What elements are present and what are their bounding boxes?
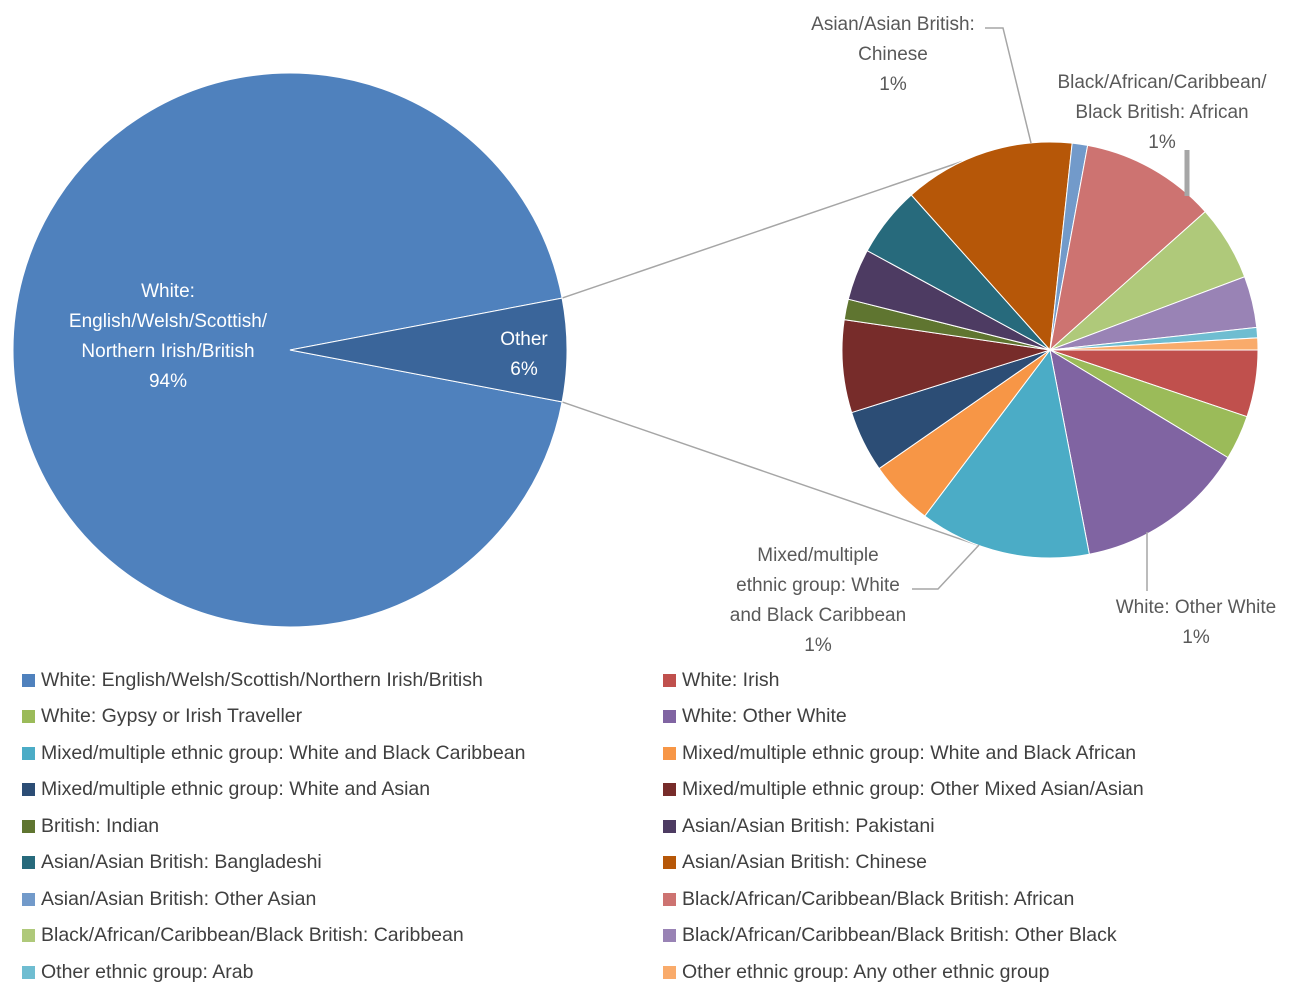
legend-swatch [22,929,35,943]
leader-line-mixed-multiple-ethnic-group-white-and-black-caribbean [912,544,980,590]
legend-item: White: Other White [663,699,1304,736]
legend-item: Asian/Asian British: Other Asian [22,881,663,918]
legend-label: Black/African/Caribbean/Black British: O… [682,924,1117,947]
legend-label: Mixed/multiple ethnic group: White and A… [41,778,431,801]
legend-swatch [22,746,35,760]
legend-swatch [663,856,676,870]
pie-slice-other [289,297,568,403]
legend-label: Mixed/multiple ethnic group: Other Mixed… [682,778,1144,801]
legend-label: Black/African/Caribbean/Black British: C… [41,924,464,947]
legend-item: White: Gypsy or Irish Traveller [22,699,663,736]
legend-item: British: Indian [22,808,663,845]
legend-label: Asian/Asian British: Pakistani [682,814,935,837]
legend-label: Mixed/multiple ethnic group: White and B… [41,741,526,764]
main-pie [12,72,568,628]
pie-slice-other-ethnic-group-any-other-ethnic-group [1049,337,1259,351]
pie-slice-black-african-caribbean-black-british-african [1049,144,1206,352]
legend-swatch [663,673,676,687]
legend-item: Mixed/multiple ethnic group: White and B… [663,735,1304,772]
legend-swatch [663,746,676,760]
legend-label: Asian/Asian British: Other Asian [41,887,317,910]
secondary-pie [841,141,1259,559]
leader-line-asian-asian-british-chinese [985,27,1032,144]
pie-slice-white-english-welsh-scottish-northern-irish-british [12,72,563,628]
data-labels: White: English/Welsh/Scottish/Northern Ir… [69,14,1276,656]
data-label-white-other-white: White: Other White 1% [1116,597,1277,648]
legend-item: Asian/Asian British: Pakistani [663,808,1304,845]
connector-line-bottom [561,401,980,547]
legend-swatch [22,710,35,724]
legend-swatch [22,856,35,870]
legend-label: White: Other White [682,705,847,728]
legend-swatch [663,965,676,979]
legend-swatch [663,710,676,724]
data-label-mixed-multiple-ethnic-group-white-and-black-caribbean: Mixed/multiple ethnic group: White and Bla… [730,545,906,656]
legend-item: White: English/Welsh/Scottish/Northern I… [22,662,663,699]
legend-label: Asian/Asian British: Bangladeshi [41,851,322,874]
legend-item: Black/African/Caribbean/Black British: A… [663,881,1304,918]
connector-lines [561,160,980,547]
data-label-asian-asian-british-chinese: Asian/Asian British: Chinese 1% [811,14,975,95]
legend-item: Black/African/Caribbean/Black British: C… [22,918,663,955]
legend-label: British: Indian [41,814,160,837]
legend-label: White: English/Welsh/Scottish/Northern I… [41,668,483,691]
legend-item: Asian/Asian British: Chinese [663,845,1304,882]
legend-label: White: Irish [682,668,780,691]
legend-item: Mixed/multiple ethnic group: White and B… [22,735,663,772]
legend-label: Black/African/Caribbean/Black British: A… [682,887,1075,910]
legend-label: Mixed/multiple ethnic group: White and B… [682,741,1137,764]
legend-item: Other ethnic group: Any other ethnic gro… [663,954,1304,991]
legend-swatch [663,892,676,906]
legend-label: Asian/Asian British: Chinese [682,851,927,874]
legend-item: Mixed/multiple ethnic group: White and A… [22,772,663,809]
pie-slice-white-other-white [1049,348,1229,555]
legend-item: Other ethnic group: Arab [22,954,663,991]
data-label-white-british: White: English/Welsh/Scottish/Northern Ir… [69,281,268,392]
pie-slice-asian-asian-british-chinese [910,141,1073,352]
legend-item: White: Irish [663,662,1304,699]
legend-swatch [22,783,35,797]
legend-swatch [22,819,35,833]
pie-of-pie-chart: White: English/Welsh/Scottish/Northern Ir… [12,14,1276,656]
legend-swatch [663,929,676,943]
legend-label: White: Gypsy or Irish Traveller [41,705,303,728]
data-label-other: Other 6% [500,329,548,380]
legend-item: Mixed/multiple ethnic group: Other Mixed… [663,772,1304,809]
legend-label: Other ethnic group: Arab [41,960,254,983]
connector-line-top [561,160,963,299]
legend-swatch [663,783,676,797]
legend-swatch [663,819,676,833]
legend-item: Asian/Asian British: Bangladeshi [22,845,663,882]
legend-swatch [22,892,35,906]
leader-lines [912,27,1190,591]
legend-swatch [22,965,35,979]
legend-swatch [22,673,35,687]
data-label-black-african-caribbean-black-british-african: Black/African/Caribbean/Black British: A… [1057,72,1267,153]
legend: White: English/Welsh/Scottish/Northern I… [22,662,1302,991]
legend-label: Other ethnic group: Any other ethnic gro… [682,960,1050,983]
legend-item: Black/African/Caribbean/Black British: O… [663,918,1304,955]
pie-slice-mixed-multiple-ethnic-group-white-and-black-caribbean [924,348,1090,559]
